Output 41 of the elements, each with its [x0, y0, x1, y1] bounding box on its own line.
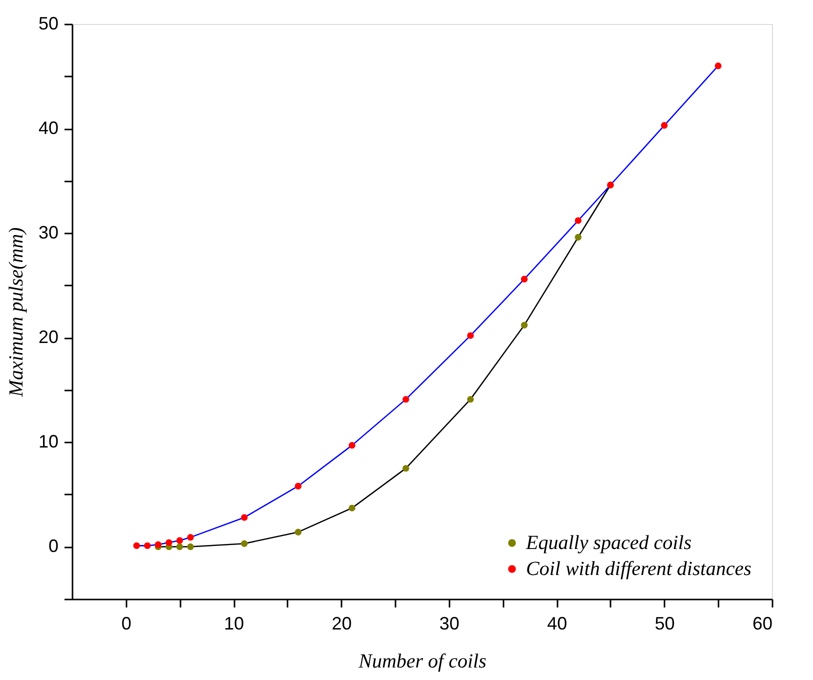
y-tick-label: 0	[48, 536, 58, 556]
point	[294, 482, 302, 490]
point	[467, 332, 474, 339]
x-tick-label: 30	[439, 614, 460, 634]
point	[348, 442, 356, 449]
point	[154, 541, 162, 548]
point	[402, 464, 410, 472]
y-tick-label: 40	[38, 118, 58, 138]
point	[240, 540, 248, 547]
point	[294, 528, 302, 536]
point	[133, 542, 140, 550]
point	[402, 396, 410, 403]
point	[520, 276, 528, 282]
x-tick-label: 60	[752, 614, 772, 634]
legend-label: Equally spaced coils	[525, 532, 692, 554]
point	[660, 122, 668, 129]
point	[144, 542, 151, 550]
point	[467, 396, 474, 403]
x-tick-label: 0	[121, 614, 132, 634]
y-tick-label: 30	[38, 222, 58, 243]
point	[574, 217, 582, 224]
point	[176, 537, 184, 544]
legend-label: Coil with different distances	[526, 558, 752, 580]
point	[348, 504, 356, 512]
x-tick-label: 20	[332, 614, 352, 634]
x-tick-label: 40	[547, 614, 568, 634]
y-tick-label: 20	[38, 327, 58, 348]
point	[176, 543, 184, 550]
point	[520, 322, 528, 328]
point	[187, 543, 194, 550]
point	[240, 514, 248, 521]
y-tick-label: 10	[38, 432, 58, 452]
point	[187, 534, 194, 541]
point	[166, 539, 172, 546]
point	[714, 62, 722, 70]
y-axis-title: Maximum pulse(mm)	[5, 226, 28, 398]
x-axis-title: Number of coils	[358, 650, 487, 672]
y-tick-label: 50	[38, 14, 58, 34]
point	[574, 234, 582, 241]
x-tick-label: 50	[654, 614, 675, 634]
x-tick-label: 10	[224, 614, 244, 634]
